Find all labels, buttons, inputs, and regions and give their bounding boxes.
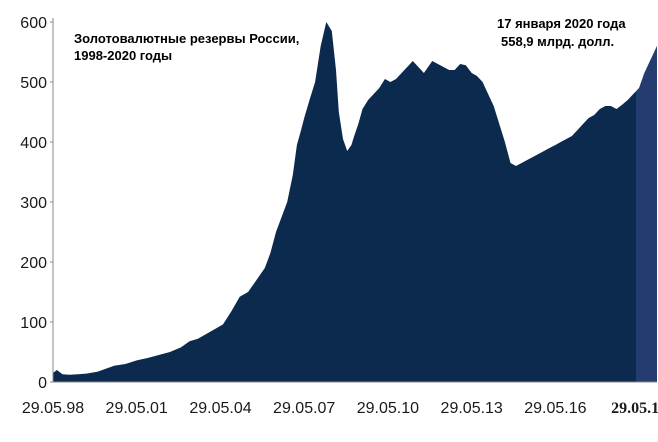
- plot-area: [53, 22, 657, 382]
- x-tick-label: 29.05.13: [441, 400, 503, 417]
- x-tick-label: 29.05.98: [22, 400, 84, 417]
- title-line-1: Золотовалютные резервы России,: [74, 31, 299, 46]
- annotation-line-1: 17 января 2020 года: [497, 16, 626, 31]
- x-tick-labels: 29.05.98 29.05.01 29.05.04 29.05.07 29.05.10…: [22, 400, 658, 417]
- latest-value-annotation: 17 января 2020 года 558,9 млрд. долл.: [497, 16, 626, 49]
- x-tick-label: 29.05.01: [106, 400, 168, 417]
- y-tick-label: 100: [20, 315, 47, 332]
- x-tick-label: 29.05.10: [357, 400, 419, 417]
- x-tick-label: 29.05.16: [524, 400, 586, 417]
- y-tick-label: 500: [20, 75, 47, 92]
- reserves-area: [53, 22, 657, 382]
- y-tick-labels: 0 100 200 300 400 500 600: [20, 15, 53, 392]
- y-tick-label: 400: [20, 135, 47, 152]
- chart-title: Золотовалютные резервы России, 1998-2020…: [74, 31, 299, 63]
- x-tick-label: 29.05.19: [611, 400, 658, 417]
- y-tick-label: 600: [20, 15, 47, 32]
- title-line-2: 1998-2020 годы: [74, 48, 172, 63]
- y-tick-label: 0: [38, 375, 47, 392]
- y-tick-label: 200: [20, 255, 47, 272]
- recent-period-highlight: [636, 22, 657, 382]
- x-tick-label: 29.05.04: [189, 400, 251, 417]
- annotation-line-2: 558,9 млрд. долл.: [501, 34, 614, 49]
- y-tick-label: 300: [20, 195, 47, 212]
- x-tick-label: 29.05.07: [273, 400, 335, 417]
